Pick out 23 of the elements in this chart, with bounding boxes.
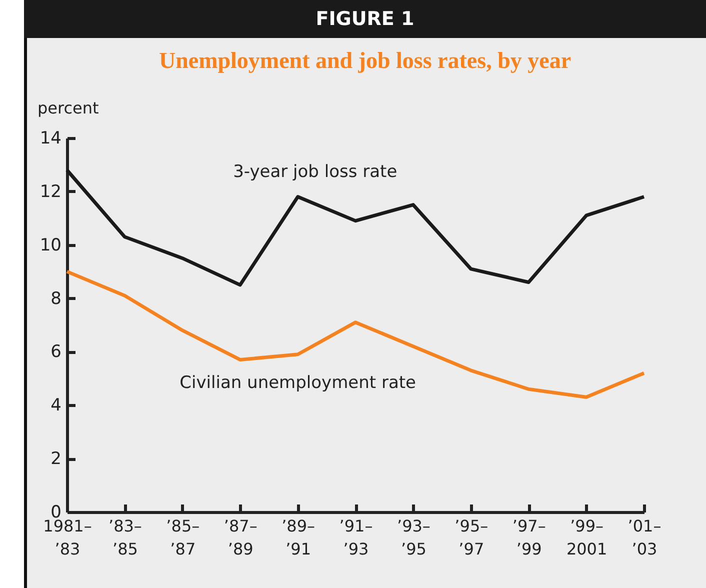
- series-label: Civilian unemployment rate: [180, 373, 416, 393]
- y-axis-title: percent: [38, 98, 99, 118]
- x-tick-label: ’85– ’87: [166, 516, 200, 558]
- x-tick-label: ’87– ’89: [224, 516, 258, 558]
- x-tick-label: ’01– ’03: [628, 516, 662, 558]
- line-series: [65, 270, 646, 399]
- y-tick-label: 4: [50, 396, 62, 416]
- y-tick-label: 10: [40, 235, 62, 256]
- chart-title: FIGURE 1: [24, 0, 706, 38]
- x-tick-label: ’93– ’95: [396, 516, 430, 558]
- x-tick-label: ’97– ’99: [512, 516, 546, 558]
- y-tick-label: 8: [50, 288, 62, 309]
- x-tick-label: ’99– 2001: [566, 516, 608, 558]
- x-tick-label: ’91– ’93: [339, 516, 373, 558]
- y-tick-label: 6: [50, 342, 62, 362]
- y-tick-label: 12: [40, 182, 62, 202]
- x-tick-label: ’95– ’97: [454, 516, 488, 558]
- x-tick-label: ’83– ’85: [108, 516, 142, 558]
- y-tick-label: 2: [50, 449, 62, 470]
- chart-subtitle: Unemployment and job loss rates, by year: [158, 48, 572, 74]
- x-tick-label: ’89– ’91: [282, 516, 316, 558]
- y-tick-label: 14: [40, 128, 62, 148]
- series-label: 3-year job loss rate: [233, 162, 398, 182]
